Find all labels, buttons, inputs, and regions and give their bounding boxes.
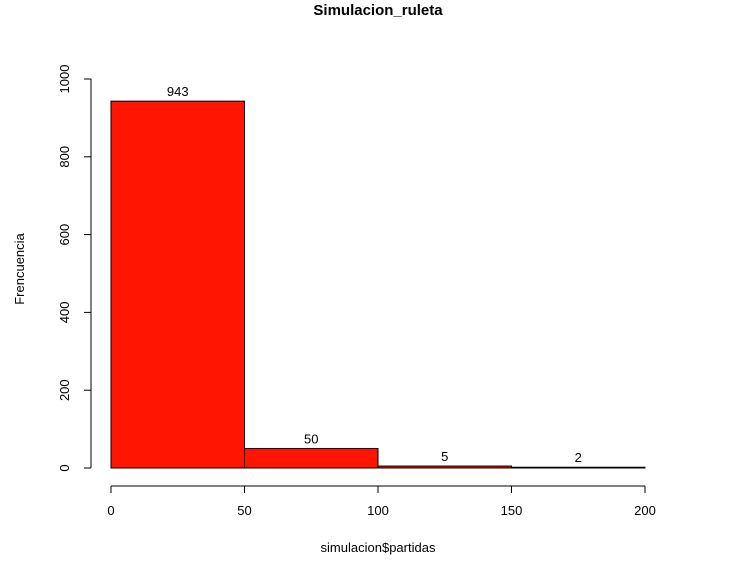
y-tick-label-5: 1000 — [57, 65, 72, 94]
y-tick-label-3: 600 — [57, 224, 72, 246]
x-axis: 0 50 100 150 200 — [107, 485, 656, 518]
bar-value-label-2: 5 — [441, 449, 448, 464]
x-tick-label-0: 0 — [107, 503, 114, 518]
histogram-bar-1 — [244, 448, 379, 469]
bar-value-label-1: 50 — [304, 432, 318, 447]
histogram-bar-3 — [511, 466, 646, 469]
y-tick-label-0: 0 — [57, 464, 72, 471]
x-tick-label-4: 200 — [634, 503, 656, 518]
bar-value-label-0: 943 — [167, 84, 189, 99]
bars-group — [110, 100, 646, 469]
x-tick-label-3: 150 — [501, 503, 523, 518]
y-tick-label-4: 800 — [57, 146, 72, 168]
y-axis-label: Frencuencia — [12, 232, 27, 304]
histogram-bar-0 — [110, 100, 245, 469]
y-tick-label-2: 400 — [57, 302, 72, 324]
y-tick-label-1: 200 — [57, 379, 72, 401]
bar-value-label-3: 2 — [575, 450, 582, 465]
x-tick-label-1: 50 — [237, 503, 251, 518]
chart-title: Simulacion_ruleta — [313, 2, 443, 19]
y-axis: 0 200 400 600 800 1000 — [57, 65, 92, 472]
bar-labels-group: 943 50 5 2 — [167, 84, 582, 465]
x-axis-label: simulacion$partidas — [321, 540, 436, 555]
histogram-bar-2 — [377, 465, 512, 469]
x-tick-label-2: 100 — [367, 503, 389, 518]
